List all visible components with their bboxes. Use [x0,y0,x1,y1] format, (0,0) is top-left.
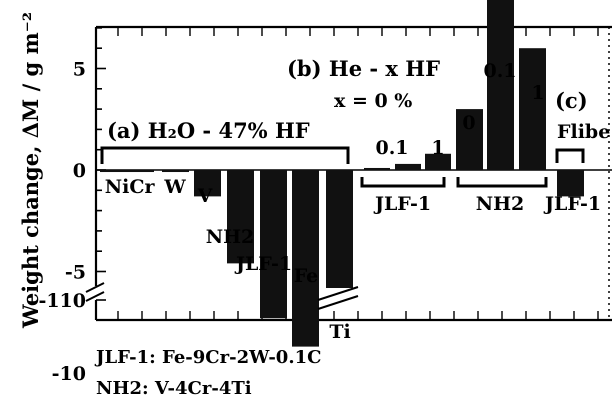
bar-label-a-v: V [197,185,214,207]
y-tick-label: -10 [52,363,86,385]
bar-label-a-jlf-1: JLF-1 [234,253,292,275]
bar-label-b-nh2-0: 0 [462,112,475,134]
bar-label-a-nh2: NH2 [206,226,255,248]
panel-a-bracket [100,146,350,164]
bar-a-v [194,170,221,197]
bar-a-ni [100,170,127,173]
panel-c-bracket [555,148,585,163]
ti-break-gap [322,288,358,300]
panel-c-label: (c) [555,88,588,113]
bar-b-jlf1-1 [395,163,421,170]
bar-label-a-ni: Ni [105,176,130,198]
bar-label-b-jlf1-1: 0.1 [375,137,408,159]
group-label-c-jlf1: JLF-1 [543,193,601,215]
bar-a-fe [292,170,319,347]
y-tick-label: 0 [73,160,86,182]
y-tick-label: -110 [38,290,86,312]
bar-b-nh2-2 [519,48,546,171]
footnote-jlf1: JLF-1: Fe-9Cr-2W-0.1C [96,347,322,368]
bar-b-jlf1-0 [364,167,390,170]
bar-a-w [162,170,189,173]
y-tick-label: 5 [73,59,86,81]
bar-b-jlf1-2 [425,153,451,170]
panel-a-label: (a) H₂O - 47% HF [107,118,310,143]
footnote-nh2: NH2: V-4Cr-4Ti [96,378,252,399]
bar-label-b-jlf1-2: 1 [431,137,444,159]
bar-b-nh2-1 [487,0,514,170]
bar-label-a-fe: Fe [294,265,319,287]
bar-label-c-flibe: Flibe [557,121,610,143]
y-tick-label: -5 [65,262,86,284]
bar-b-nh2-0 [456,109,483,170]
bar-label-a-w: W [163,176,186,198]
axis-break-mark [85,282,105,302]
bar-a-nh2 [227,170,254,264]
group-label-jlf1: JLF-1 [373,193,431,215]
ti-break-mark [317,286,359,310]
bar-a-ti [326,170,353,300]
bar-label-a-cr: Cr [129,176,155,198]
bar-a-cr [127,170,154,173]
panel-b-label: (b) He - x HF [287,56,440,81]
bar-label-a-ti: Ti [329,321,350,343]
bar-label-b-nh2-1: 0.1 [483,60,516,82]
panel-b-x-label: x = 0 % [334,90,412,112]
y-axis-label: Weight change, ΔM / g m⁻² [18,12,43,329]
bar-c-flibe [557,170,584,197]
bar-a-jlf-1 [260,170,287,319]
group-label-nh2: NH2 [476,193,525,215]
panel-b-jlf1-bracket [360,177,446,188]
panel-b-nh2-bracket [456,177,548,188]
bar-label-b-nh2-2: 1 [531,82,544,104]
